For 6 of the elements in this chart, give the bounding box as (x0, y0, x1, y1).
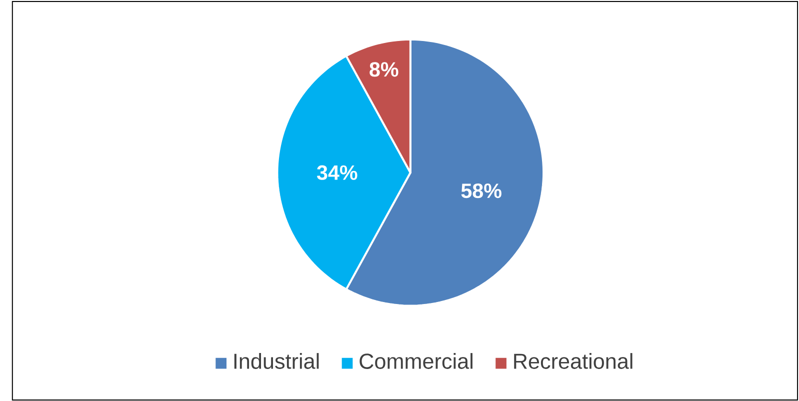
data-label: 58% (461, 183, 502, 198)
legend-label: Commercial (360, 352, 472, 369)
legend-label: Recreational (514, 352, 632, 369)
legend-label: Industrial (234, 352, 319, 369)
data-label: 34% (316, 165, 358, 180)
data-label: 8% (370, 62, 398, 77)
